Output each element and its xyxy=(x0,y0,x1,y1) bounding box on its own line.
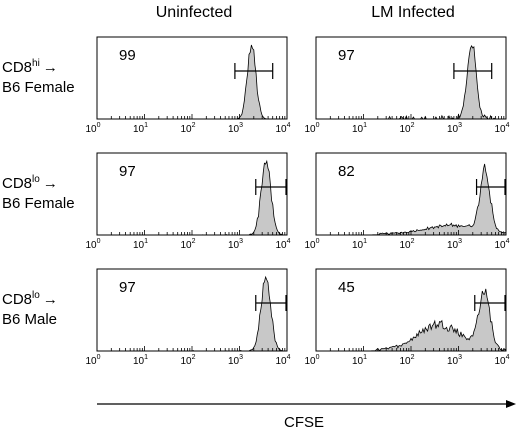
x-tick-label: 101 xyxy=(133,354,148,367)
gate-marker xyxy=(474,295,506,311)
row-label-arrow: → xyxy=(43,291,58,308)
x-tick-label: 104 xyxy=(275,238,290,251)
gate-marker xyxy=(234,63,274,79)
x-tick-label: 102 xyxy=(180,238,195,251)
x-axis-label-cfse: CFSE xyxy=(284,414,324,431)
histogram-panel-6: 100 101 102 103 104 45 xyxy=(304,268,510,367)
x-tick-label: 102 xyxy=(180,354,195,367)
gate-percent-label: 45 xyxy=(338,279,355,296)
gate-marker xyxy=(453,63,493,79)
x-tick-label: 103 xyxy=(228,354,243,367)
x-tick-label: 104 xyxy=(275,122,290,135)
x-tick-label: 102 xyxy=(399,122,414,135)
histogram-panel-5: 100 101 102 103 104 97 xyxy=(85,268,291,367)
gate-percent-label: 99 xyxy=(119,47,136,64)
x-tick-label: 104 xyxy=(494,238,509,251)
x-tick-label: 100 xyxy=(85,238,100,251)
gate-percent-label: 97 xyxy=(338,47,355,64)
x-tick-label: 101 xyxy=(352,354,367,367)
x-tick-label: 100 xyxy=(304,238,319,251)
gate-percent-label: 97 xyxy=(119,163,136,180)
row-label-line1: CD8hi → xyxy=(2,58,58,76)
x-tick-label: 100 xyxy=(304,122,319,135)
x-tick-label: 100 xyxy=(85,354,100,367)
x-tick-label: 104 xyxy=(494,354,509,367)
x-tick-label: 101 xyxy=(133,122,148,135)
gate-percent-label: 97 xyxy=(119,279,136,296)
x-tick-label: 103 xyxy=(447,238,462,251)
row-label-sup: hi xyxy=(32,58,40,69)
row-label-line2: B6 Female xyxy=(2,79,75,96)
x-tick-label: 102 xyxy=(180,122,195,135)
row-label-line1: CD8lo → xyxy=(2,290,58,308)
x-tick-label: 102 xyxy=(399,354,414,367)
x-tick-label: 102 xyxy=(399,238,414,251)
x-tick-label: 100 xyxy=(85,122,100,135)
column-title-lm-infected: LM Infected xyxy=(371,4,455,21)
cfse-axis-arrow xyxy=(97,400,516,408)
row-label-arrow: → xyxy=(43,175,58,192)
histogram-panel-4: 100 101 102 103 104 82 xyxy=(304,152,510,251)
x-tick-label: 101 xyxy=(352,122,367,135)
histogram-panel-2: 100 101 102 103 104 97 xyxy=(304,36,510,135)
x-tick-label: 103 xyxy=(228,122,243,135)
histogram-panel-3: 100 101 102 103 104 97 xyxy=(85,152,291,251)
row-label-main: CD8 xyxy=(2,175,32,192)
gate-percent-label: 82 xyxy=(338,163,355,180)
column-title-uninfected: Uninfected xyxy=(156,4,233,21)
histogram-curve xyxy=(316,288,507,352)
row-label-1: CD8hi → B6 Female xyxy=(2,58,75,96)
row-label-main: CD8 xyxy=(2,59,32,76)
row-label-line2: B6 Female xyxy=(2,195,75,212)
x-tick-label: 101 xyxy=(352,238,367,251)
x-tick-label: 101 xyxy=(133,238,148,251)
x-tick-label: 104 xyxy=(275,354,290,367)
gate-marker xyxy=(475,179,506,195)
row-label-3: CD8lo → B6 Male xyxy=(2,290,58,328)
row-label-sup: lo xyxy=(32,174,40,185)
row-label-main: CD8 xyxy=(2,291,32,308)
row-label-arrow: → xyxy=(43,59,58,76)
x-tick-label: 103 xyxy=(228,238,243,251)
x-tick-label: 104 xyxy=(494,122,509,135)
x-tick-label: 103 xyxy=(447,122,462,135)
row-label-2: CD8lo → B6 Female xyxy=(2,174,75,212)
x-tick-label: 100 xyxy=(304,354,319,367)
row-label-sup: lo xyxy=(32,290,40,301)
histogram-panel-1: 100 101 102 103 104 99 xyxy=(85,36,291,135)
row-label-line2: B6 Male xyxy=(2,311,57,328)
row-label-line1: CD8lo → xyxy=(2,174,58,192)
gate-marker xyxy=(255,179,287,195)
x-tick-label: 103 xyxy=(447,354,462,367)
gate-marker xyxy=(255,295,287,311)
